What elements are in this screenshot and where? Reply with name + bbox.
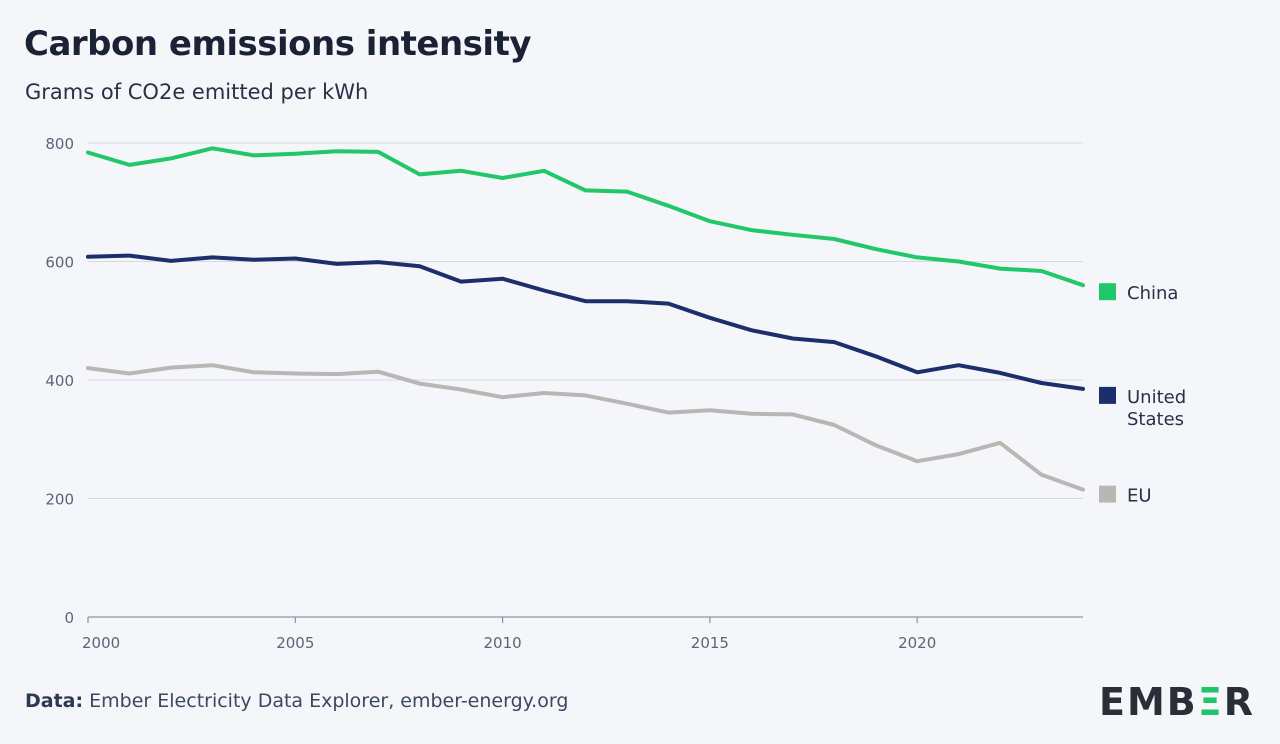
x-tick-label: 2000: [82, 634, 120, 652]
data-source-text: Ember Electricity Data Explorer, ember-e…: [89, 690, 569, 712]
series-line-eu: [86, 363, 1085, 492]
chart-subtitle: Grams of CO2e emitted per kWh: [25, 80, 369, 104]
data-source-label: Data:: [25, 690, 84, 712]
logo-text-start: EMB: [1099, 680, 1198, 724]
y-tick-label: 600: [45, 254, 74, 272]
x-tick-label: 2015: [691, 634, 729, 652]
x-tick-label: 2010: [483, 634, 521, 652]
legend-swatch-eu: [1099, 485, 1116, 503]
y-tick-label: 200: [45, 491, 74, 509]
logo-accent-e: Ξ: [1197, 680, 1224, 724]
ember-logo: EMBΞR: [1099, 680, 1255, 724]
x-tick-label: 2005: [276, 634, 314, 652]
series-line-china: [86, 146, 1085, 288]
legend-swatch-china: [1099, 283, 1116, 301]
chart-title: Carbon emissions intensity: [24, 24, 532, 64]
x-tick-label: 2020: [898, 634, 936, 652]
y-tick-label: 0: [64, 609, 74, 627]
logo-text-end: R: [1223, 680, 1256, 724]
legend-label-china: China: [1127, 283, 1178, 304]
legend-label-united_states: United States: [1127, 387, 1186, 430]
series-line-united_states: [86, 253, 1085, 391]
legend-label-eu: EU: [1127, 486, 1152, 507]
y-tick-label: 400: [45, 372, 74, 390]
data-source: Data: Ember Electricity Data Explorer, e…: [25, 690, 568, 712]
legend-swatch-united_states: [1099, 386, 1116, 404]
y-tick-label: 800: [45, 135, 74, 153]
